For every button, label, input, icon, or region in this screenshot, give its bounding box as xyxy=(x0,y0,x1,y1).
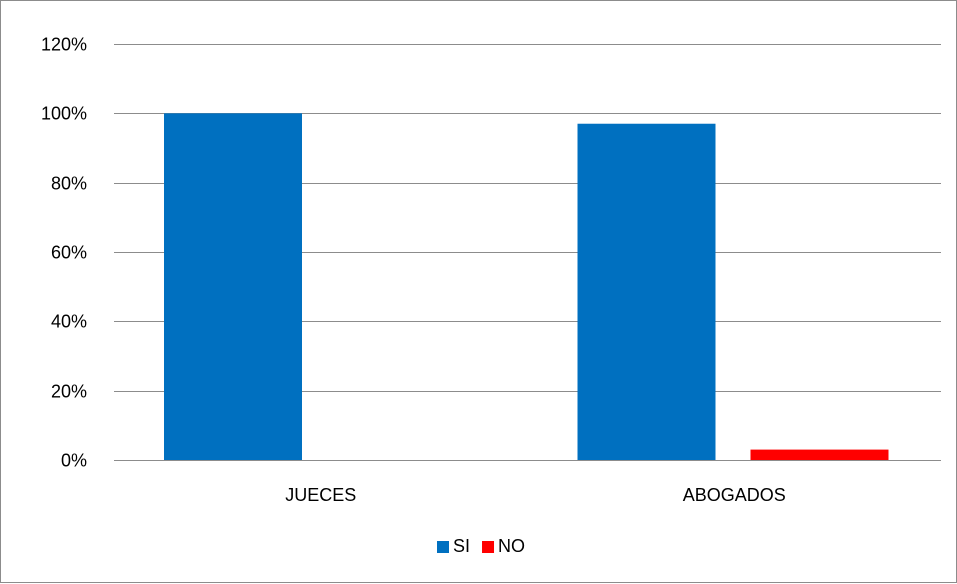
bars xyxy=(164,113,889,460)
y-axis-tick-labels: 0% 20% 40% 60% 80% 100% 120% xyxy=(41,35,87,471)
legend-swatch-si xyxy=(437,541,449,553)
x-axis-tick-labels: JUECES ABOGADOS xyxy=(285,485,786,505)
legend-swatch-no xyxy=(482,541,495,553)
x-tick-label: ABOGADOS xyxy=(683,485,786,505)
legend: SI NO xyxy=(437,536,525,556)
bar-si-jueces xyxy=(164,113,302,460)
y-tick-label: 100% xyxy=(41,104,87,124)
y-tick-label: 0% xyxy=(61,451,87,471)
y-tick-label: 120% xyxy=(41,35,87,55)
bar-no-abogados xyxy=(750,449,889,460)
y-tick-label: 40% xyxy=(51,312,87,332)
y-tick-label: 80% xyxy=(51,174,87,194)
bar-si-abogados xyxy=(577,123,716,460)
y-tick-label: 60% xyxy=(51,243,87,263)
legend-label-no: NO xyxy=(498,536,525,556)
x-tick-label: JUECES xyxy=(285,485,356,505)
y-tick-label: 20% xyxy=(51,382,87,402)
legend-label-si: SI xyxy=(453,536,470,556)
